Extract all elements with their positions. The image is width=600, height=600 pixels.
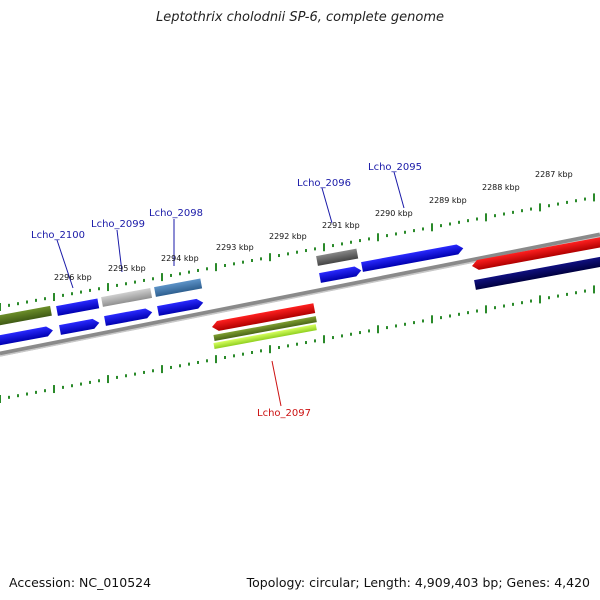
gene-red-1[interactable] [211, 303, 316, 332]
gene-blue-2[interactable] [56, 298, 100, 316]
gene-label[interactable]: Lcho_2095 [368, 162, 422, 173]
gene-red-2[interactable] [471, 236, 600, 271]
kbp-label: 2289 kbp [429, 196, 467, 205]
kbp-label: 2296 kbp [54, 273, 92, 282]
callout-leader [56, 239, 74, 289]
accession-label: Accession: NC_010524 [9, 575, 152, 590]
gene-label[interactable]: Lcho_2098 [149, 208, 203, 219]
backbone-line [0, 232, 600, 357]
callout-leader [271, 360, 282, 407]
gene-navy-1[interactable] [474, 256, 600, 290]
gene-lime-1[interactable] [213, 324, 317, 349]
callout-leader [393, 171, 405, 209]
kbp-label: 2291 kbp [322, 221, 360, 230]
kbp-label: 2294 kbp [161, 254, 199, 263]
kbp-label: 2295 kbp [108, 264, 146, 273]
gene-grey-1[interactable] [101, 288, 153, 307]
callout-leader [116, 229, 123, 273]
gene-blue-7[interactable] [361, 243, 464, 272]
kbp-label: 2290 kbp [375, 209, 413, 218]
gene-blue-4[interactable] [104, 307, 153, 326]
gene-steel-1[interactable] [154, 278, 203, 297]
gene-blue-3[interactable] [59, 318, 100, 335]
kbp-label: 2293 kbp [216, 243, 254, 252]
gene-blue-6[interactable] [319, 265, 362, 283]
gene-callouts: Lcho_2095 Lcho_2096 Lcho_2097 Lcho_2098 Lcho… [31, 162, 422, 419]
gene-grey-2[interactable] [316, 248, 359, 266]
callout-leader [321, 187, 333, 224]
kbp-labels: 2287 kbp 2288 kbp 2289 kbp 2290 kbp 2291 kbp… [54, 170, 573, 282]
gene-label[interactable]: Lcho_2096 [297, 178, 351, 189]
map-title: Leptothrix cholodnii SP-6, complete geno… [156, 10, 444, 25]
upper-tick-track [0, 193, 595, 311]
gene-olive-1[interactable] [0, 305, 52, 327]
gene-features [0, 236, 600, 349]
gene-blue-1[interactable] [0, 325, 54, 347]
kbp-label: 2288 kbp [482, 183, 520, 192]
kbp-label: 2287 kbp [535, 170, 573, 179]
topology-label: Topology: circular; Length: 4,909,403 bp… [246, 575, 590, 590]
genome-backbone [0, 232, 600, 357]
gene-label[interactable]: Lcho_2097 [257, 408, 311, 419]
gene-label[interactable]: Lcho_2099 [91, 219, 145, 230]
kbp-label: 2292 kbp [269, 232, 307, 241]
lower-tick-track [0, 285, 595, 403]
gene-olive-2[interactable] [213, 316, 317, 341]
gene-label[interactable]: Lcho_2100 [31, 230, 85, 241]
gene-blue-5[interactable] [157, 298, 204, 316]
